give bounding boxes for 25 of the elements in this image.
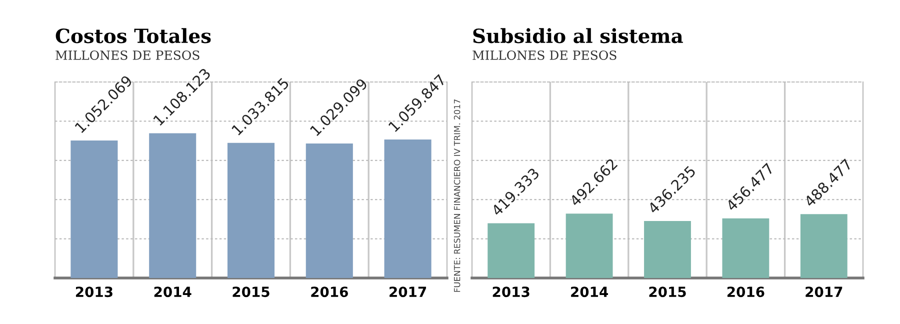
source-note: FUENTE: RESUMEN FINANCIERO IV TRIM. 2017: [454, 100, 460, 292]
x-tick-label: 2014: [154, 286, 192, 298]
bar: [722, 218, 770, 278]
bar: [488, 223, 535, 278]
chart-subtitle: MILLONES DE PESOS: [56, 50, 200, 60]
x-tick-label: 2017: [806, 286, 842, 298]
bar: [149, 133, 196, 278]
chart-title: Subsidio al sistema: [473, 28, 683, 44]
x-tick-label: 2016: [727, 286, 764, 298]
bar: [644, 221, 691, 278]
x-tick-label: 2014: [571, 286, 608, 298]
x-tick-label: 2016: [311, 286, 348, 298]
x-tick-label: 2013: [76, 286, 112, 298]
bar: [800, 214, 848, 278]
chart-subtitle: MILLONES DE PESOS: [472, 50, 616, 60]
bar: [384, 140, 432, 278]
x-tick-label: 2015: [232, 286, 270, 298]
chart-title: Costos Totales: [56, 28, 211, 44]
bar: [70, 140, 118, 278]
bar: [306, 144, 353, 278]
bar: [566, 214, 613, 278]
x-tick-label: 2017: [390, 286, 426, 298]
x-tick-label: 2015: [649, 286, 686, 298]
x-tick-label: 2013: [492, 286, 530, 298]
bar: [227, 142, 275, 278]
